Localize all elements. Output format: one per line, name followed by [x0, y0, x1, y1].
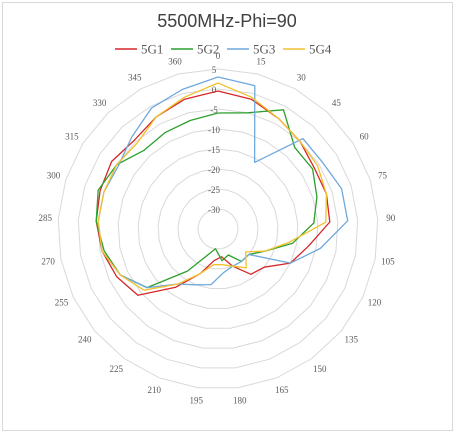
- angle-label: 285: [39, 213, 53, 223]
- angle-label: 270: [41, 256, 55, 266]
- radial-tick-label: 0: [212, 85, 217, 95]
- angle-label: 195: [190, 396, 204, 406]
- radial-tick-label: -25: [208, 185, 220, 195]
- angle-label: 225: [110, 364, 124, 374]
- chart-area: 5500MHz-Phi=90 5G1 5G2 5G3 5G4 0 15 30 45 60 75 9…: [2, 2, 453, 431]
- radar-chart: 5500MHz-Phi=90 5G1 5G2 5G3 5G4 0 15 30 45 60 75 9…: [39, 11, 396, 406]
- radial-tick-label: -10: [208, 125, 220, 135]
- series-line-5g1: [95, 90, 331, 296]
- legend: 5G1 5G2 5G3 5G4: [115, 42, 332, 57]
- angle-label: 360: [168, 56, 182, 66]
- grid-ring: [197, 208, 239, 250]
- radial-tick-label: -15: [208, 145, 220, 155]
- angle-label: 0: [216, 51, 221, 61]
- angle-label: 330: [93, 98, 107, 108]
- angle-label: 90: [386, 213, 396, 223]
- angle-label: 210: [148, 385, 162, 395]
- legend-label: 5G1: [141, 42, 163, 57]
- angle-label: 75: [378, 171, 388, 181]
- angle-label: 105: [381, 256, 395, 266]
- series-line-5g3: [97, 76, 349, 289]
- angle-label: 165: [275, 385, 289, 395]
- angle-label: 255: [55, 298, 69, 308]
- grid-ring: [177, 188, 259, 270]
- legend-label: 5G4: [309, 42, 332, 57]
- radial-tick-label: -20: [208, 165, 220, 175]
- legend-label: 5G3: [253, 42, 275, 57]
- angle-label: 60: [360, 131, 370, 141]
- chart-title: 5500MHz-Phi=90: [157, 11, 297, 31]
- angle-label: 300: [47, 171, 61, 181]
- angle-label: 180: [233, 396, 247, 406]
- angle-label: 150: [313, 364, 327, 374]
- series-line-5g4: [97, 82, 328, 291]
- radial-tick-label: 5: [212, 65, 217, 75]
- polar-grid: [57, 68, 379, 389]
- radial-labels: 5 0 -5 -10 -15 -20 -25 -30: [208, 65, 220, 215]
- grid-ring: [57, 68, 379, 389]
- radial-tick-label: -30: [208, 205, 220, 215]
- angle-label: 120: [368, 298, 382, 308]
- angle-label: 240: [78, 334, 92, 344]
- angle-label: 315: [65, 131, 79, 141]
- angle-label: 45: [332, 98, 342, 108]
- series-line-5g2: [95, 109, 318, 289]
- legend-label: 5G2: [197, 42, 219, 57]
- radial-tick-label: -5: [210, 105, 218, 115]
- angle-label: 30: [297, 72, 307, 82]
- grid-ring: [117, 128, 319, 329]
- angle-labels: 0 15 30 45 60 75 90 105 120 135 150 165 180 195 210 225…: [39, 51, 396, 406]
- grid-ring: [137, 148, 299, 309]
- angle-label: 135: [345, 334, 359, 344]
- series-layer: [95, 76, 349, 296]
- angle-label: 15: [257, 56, 267, 66]
- angle-label: 345: [128, 72, 142, 82]
- grid-ring: [157, 168, 279, 289]
- grid-ring: [77, 88, 359, 369]
